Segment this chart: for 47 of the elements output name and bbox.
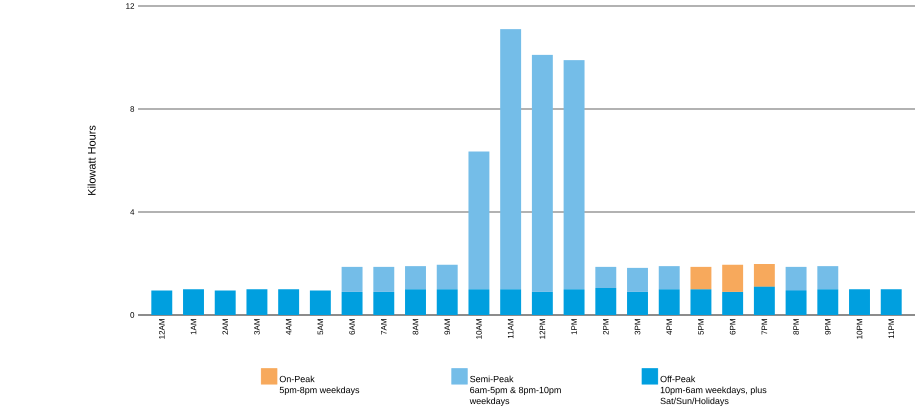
bar bbox=[690, 266, 712, 290]
bar bbox=[722, 264, 744, 292]
bar bbox=[849, 289, 870, 315]
bar bbox=[468, 289, 490, 315]
bar bbox=[880, 289, 902, 315]
bar bbox=[595, 266, 616, 288]
text: 6am-5pm & 8pm-10pm weekdays bbox=[470, 386, 561, 406]
bar bbox=[564, 289, 585, 315]
bar bbox=[500, 29, 522, 290]
bar bbox=[405, 266, 426, 290]
bar bbox=[786, 290, 807, 315]
bar bbox=[817, 266, 838, 290]
bar bbox=[658, 266, 680, 290]
y-axis-title: Kilowatt Hours bbox=[88, 126, 96, 195]
legend-label: On-Peak bbox=[280, 376, 315, 382]
bar bbox=[786, 266, 807, 291]
bar bbox=[214, 290, 236, 315]
bar bbox=[373, 266, 394, 292]
bar bbox=[754, 264, 775, 287]
bar bbox=[342, 266, 363, 292]
bar bbox=[246, 289, 268, 315]
bar bbox=[595, 288, 616, 315]
text: 10pm-6am weekdays, plus Sat/Sun/Holidays bbox=[660, 386, 766, 406]
bar bbox=[151, 290, 172, 315]
bar bbox=[342, 292, 363, 315]
bar bbox=[405, 289, 426, 315]
bar bbox=[722, 292, 744, 315]
bar bbox=[532, 54, 553, 292]
bar bbox=[754, 286, 775, 315]
bar bbox=[373, 292, 394, 315]
bar bbox=[532, 292, 553, 315]
bar bbox=[436, 289, 458, 315]
legend-label: Off-Peak bbox=[660, 376, 696, 382]
bar bbox=[278, 289, 300, 315]
bar bbox=[183, 289, 204, 315]
legend-label: Semi-Peak bbox=[470, 376, 514, 382]
bar bbox=[468, 151, 490, 290]
bar bbox=[564, 60, 585, 290]
bar bbox=[627, 292, 648, 315]
bar bbox=[436, 264, 458, 290]
bar bbox=[690, 289, 712, 315]
bar bbox=[310, 290, 331, 315]
bar bbox=[817, 289, 838, 315]
bar bbox=[658, 289, 680, 315]
bar bbox=[627, 268, 648, 292]
text: 5pm-8pm weekdays bbox=[280, 386, 360, 395]
bar bbox=[500, 289, 522, 315]
